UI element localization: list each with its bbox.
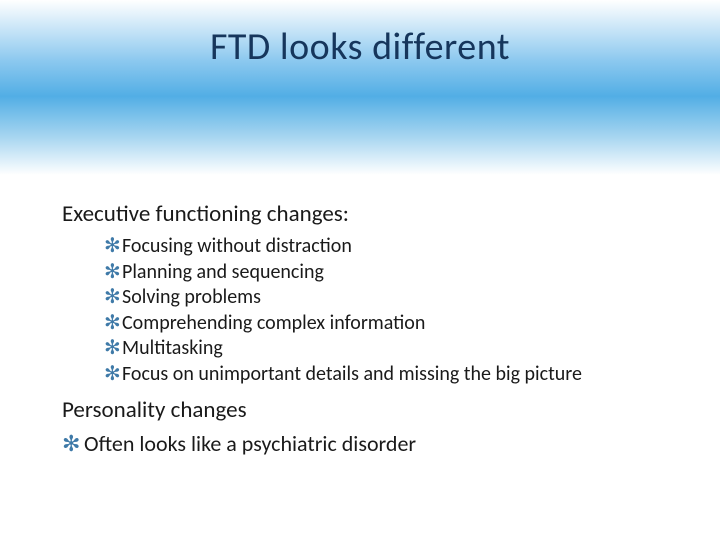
- section-heading-1: Personality changes: [62, 396, 680, 424]
- slide-content: Executive functioning changes: ✻ Focusin…: [62, 200, 680, 457]
- main-bullet-text: Often looks like a psychiatric disorder: [84, 430, 416, 457]
- list-item-text: Solving problems: [122, 285, 261, 311]
- list-item-text: Focus on unimportant details and missing…: [122, 362, 582, 388]
- asterisk-icon: ✻: [104, 311, 122, 337]
- asterisk-icon: ✻: [104, 362, 122, 388]
- main-bullet-item: ✻ Often looks like a psychiatric disorde…: [62, 430, 680, 457]
- list-item: ✻ Planning and sequencing: [104, 260, 680, 286]
- slide-title: FTD looks different: [210, 24, 510, 70]
- asterisk-icon: ✻: [104, 285, 122, 311]
- section-list-0: ✻ Focusing without distraction ✻ Plannin…: [104, 234, 680, 388]
- list-item: ✻ Comprehending complex information: [104, 311, 680, 337]
- list-item-text: Comprehending complex information: [122, 311, 425, 337]
- asterisk-icon: ✻: [62, 430, 84, 457]
- header-band: FTD looks different: [0, 0, 720, 175]
- asterisk-icon: ✻: [104, 336, 122, 362]
- asterisk-icon: ✻: [104, 260, 122, 286]
- list-item: ✻ Multitasking: [104, 336, 680, 362]
- list-item: ✻ Focus on unimportant details and missi…: [104, 362, 680, 388]
- list-item: ✻ Solving problems: [104, 285, 680, 311]
- list-item-text: Multitasking: [122, 336, 223, 362]
- section-heading-0: Executive functioning changes:: [62, 200, 680, 228]
- list-item: ✻ Focusing without distraction: [104, 234, 680, 260]
- slide: FTD looks different Executive functionin…: [0, 0, 720, 540]
- asterisk-icon: ✻: [104, 234, 122, 260]
- list-item-text: Planning and sequencing: [122, 260, 324, 286]
- list-item-text: Focusing without distraction: [122, 234, 352, 260]
